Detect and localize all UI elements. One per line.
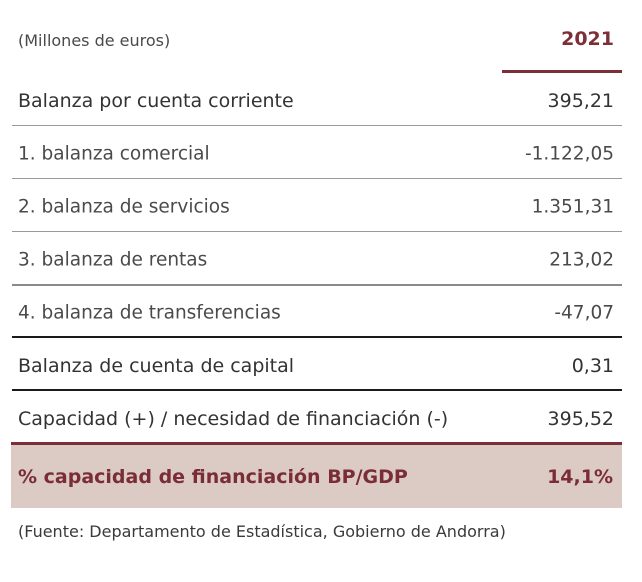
year-header: 2021 [561, 28, 614, 50]
source-note: (Fuente: Departamento de Estadística, Go… [18, 522, 506, 541]
table-row-income-balance: 3. balanza de rentas 213,02 [12, 233, 622, 286]
row-value: -47,07 [554, 302, 614, 323]
year-underline [502, 70, 622, 73]
row-value: 213,02 [549, 249, 614, 270]
row-label: Capacidad (+) / necesidad de financiació… [18, 407, 449, 430]
row-label: Balanza de cuenta de capital [18, 354, 295, 377]
table-row-capital-account: Balanza de cuenta de capital 0,31 [12, 339, 622, 392]
row-value: 395,52 [547, 407, 614, 430]
table-row-trade-balance: 1. balanza comercial -1.122,05 [12, 127, 622, 180]
row-label: 3. balanza de rentas [18, 249, 208, 270]
table-row-services-balance: 2. balanza de servicios 1.351,31 [12, 180, 622, 233]
row-value: -1.122,05 [524, 143, 614, 164]
table-row-financing-capacity: Capacidad (+) / necesidad de financiació… [12, 392, 622, 445]
highlight-row: % capacidad de financiación BP/GDP 14,1% [11, 442, 622, 508]
table-row-current-account: Balanza por cuenta corriente 395,21 [12, 74, 622, 127]
row-divider [12, 231, 622, 232]
row-divider [12, 284, 622, 286]
row-label: 4. balanza de transferencias [18, 302, 281, 323]
row-value: 395,21 [547, 89, 614, 112]
row-divider [12, 125, 622, 126]
table-row-transfers-balance: 4. balanza de transferencias -47,07 [12, 286, 622, 339]
row-label: 1. balanza comercial [18, 143, 210, 164]
row-value: 0,31 [571, 354, 614, 377]
highlight-label: % capacidad de financiación BP/GDP [18, 465, 408, 488]
row-label: 2. balanza de servicios [18, 196, 230, 217]
row-label: Balanza por cuenta corriente [18, 89, 294, 112]
row-divider [12, 178, 622, 179]
row-divider [12, 389, 622, 391]
row-value: 1.351,31 [531, 196, 614, 217]
highlight-value: 14,1% [547, 465, 613, 488]
unit-label: (Millones de euros) [18, 31, 171, 50]
row-divider [12, 336, 622, 338]
